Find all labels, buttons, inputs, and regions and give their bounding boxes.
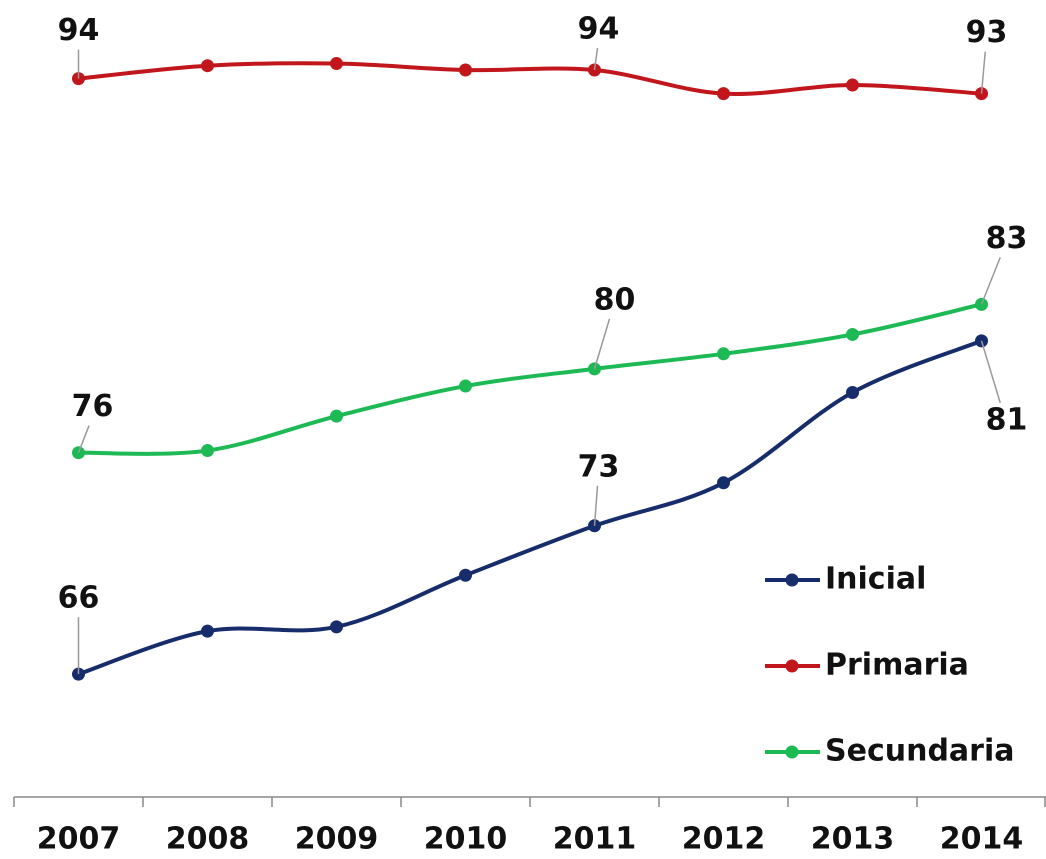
data-point [459, 63, 472, 77]
data-label: 94 [58, 13, 100, 48]
data-point [846, 386, 859, 399]
data-point [717, 87, 730, 101]
legend-label: Primaria [825, 648, 969, 683]
data-point [717, 347, 730, 361]
leader-line [593, 47, 599, 71]
data-point [330, 409, 343, 423]
legend-marker [785, 745, 799, 759]
leader-line [980, 340, 1001, 404]
leader-line [593, 485, 599, 526]
series-line [78, 61, 982, 97]
x-tick-label: 2012 [682, 822, 766, 857]
data-label: 73 [578, 449, 620, 484]
x-tick-label: 2013 [811, 822, 895, 857]
data-point [846, 327, 859, 341]
leader-line [980, 51, 986, 94]
data-label: 76 [72, 389, 114, 424]
x-tick-label: 2011 [553, 822, 637, 857]
legend-marker [785, 573, 799, 587]
data-label: 81 [986, 402, 1028, 437]
x-tick-label: 2014 [940, 822, 1024, 857]
series-line [78, 302, 982, 456]
data-point [717, 476, 730, 490]
data-point [201, 59, 214, 73]
legend-marker [785, 659, 799, 673]
data-point [330, 620, 343, 634]
legend-label: Inicial [825, 562, 926, 597]
data-label: 94 [578, 12, 620, 47]
data-point [201, 444, 214, 458]
data-label: 66 [58, 581, 100, 616]
leader-line [980, 257, 1001, 305]
x-tick-label: 2010 [424, 822, 508, 857]
x-tick-label: 2009 [295, 822, 379, 857]
data-label: 83 [986, 221, 1028, 256]
legend-label: Secundaria [825, 734, 1015, 769]
data-label: 80 [594, 282, 636, 317]
x-tick-label: 2008 [166, 822, 250, 857]
data-point [330, 57, 343, 71]
series-line [77, 339, 983, 677]
leader-line [77, 425, 90, 453]
data-label: 93 [966, 15, 1008, 50]
data-point [846, 78, 859, 92]
x-tick-label: 2007 [37, 822, 121, 857]
data-point [459, 568, 472, 582]
leader-line [593, 318, 611, 370]
data-point [201, 624, 214, 638]
data-point [459, 379, 472, 393]
